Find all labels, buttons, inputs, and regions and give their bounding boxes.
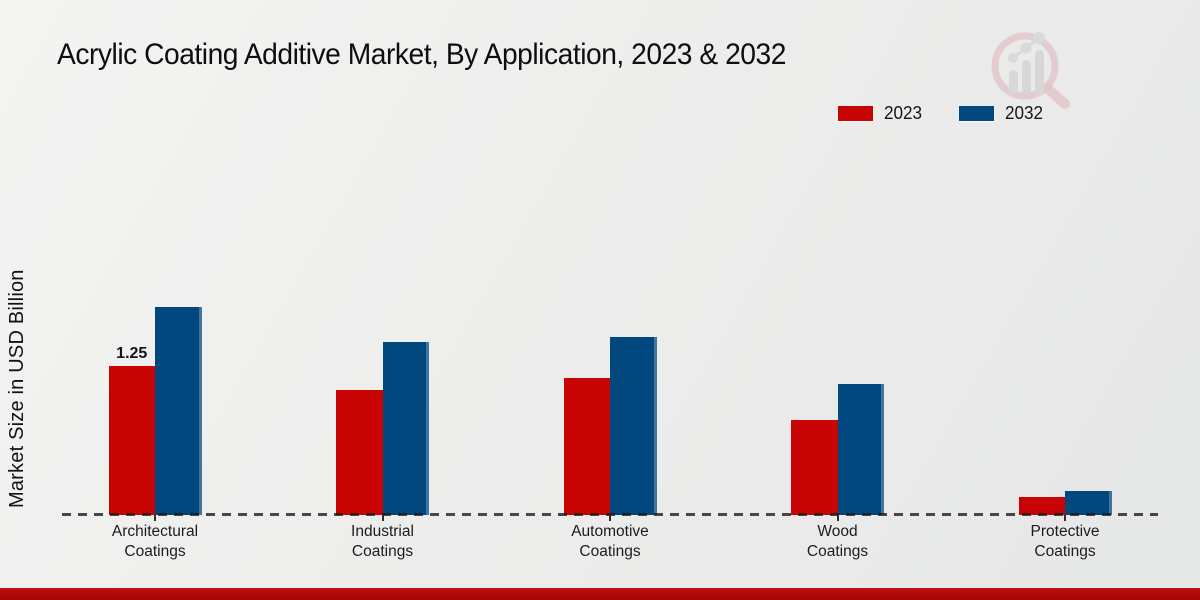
category-label-protective-coatings: Protective Coatings <box>1030 523 1100 560</box>
legend-item-2023: 2023 <box>838 103 923 124</box>
bar-2023-architectural-coatings <box>108 366 155 515</box>
bar-2032-industrial-coatings <box>382 342 429 515</box>
x-axis-baseline <box>62 513 1158 516</box>
x-axis-tick <box>1064 515 1066 521</box>
bar-2023-industrial-coatings <box>336 390 383 515</box>
category-label-industrial-coatings: Industrial Coatings <box>351 523 414 560</box>
bar-2032-protective-coatings <box>1065 491 1112 515</box>
chart-title: Acrylic Coating Additive Market, By Appl… <box>57 38 786 71</box>
legend-swatch-2023 <box>838 106 873 121</box>
bar-2032-automotive-coatings <box>610 336 657 515</box>
legend-swatch-2032 <box>959 106 995 121</box>
x-axis-tick <box>154 515 156 521</box>
bar-2023-wood-coatings <box>791 419 838 515</box>
x-axis-tick <box>836 515 839 521</box>
bar-2032-wood-coatings <box>837 384 884 515</box>
magnifier-bar-chart-logo-icon <box>991 32 1070 109</box>
x-axis-tick <box>381 515 384 521</box>
bar-2023-automotive-coatings <box>563 378 610 515</box>
legend-label-2023: 2023 <box>884 103 923 123</box>
legend-item-2032: 2032 <box>959 103 1044 124</box>
category-label-architectural-coatings: Architectural Coatings <box>111 523 199 560</box>
bar-value-label: 1.25 <box>116 345 148 363</box>
category-label-automotive-coatings: Automotive Coatings <box>571 523 649 560</box>
bar-2023-protective-coatings <box>1018 497 1065 515</box>
x-axis-tick <box>609 515 611 521</box>
legend-label-2032: 2032 <box>1005 103 1044 123</box>
category-label-wood-coatings: Wood Coatings <box>806 523 869 560</box>
footer-brand-band <box>0 588 1200 600</box>
bar-2032-architectural-coatings <box>155 306 202 515</box>
legend: 2023 2032 <box>838 103 1044 124</box>
